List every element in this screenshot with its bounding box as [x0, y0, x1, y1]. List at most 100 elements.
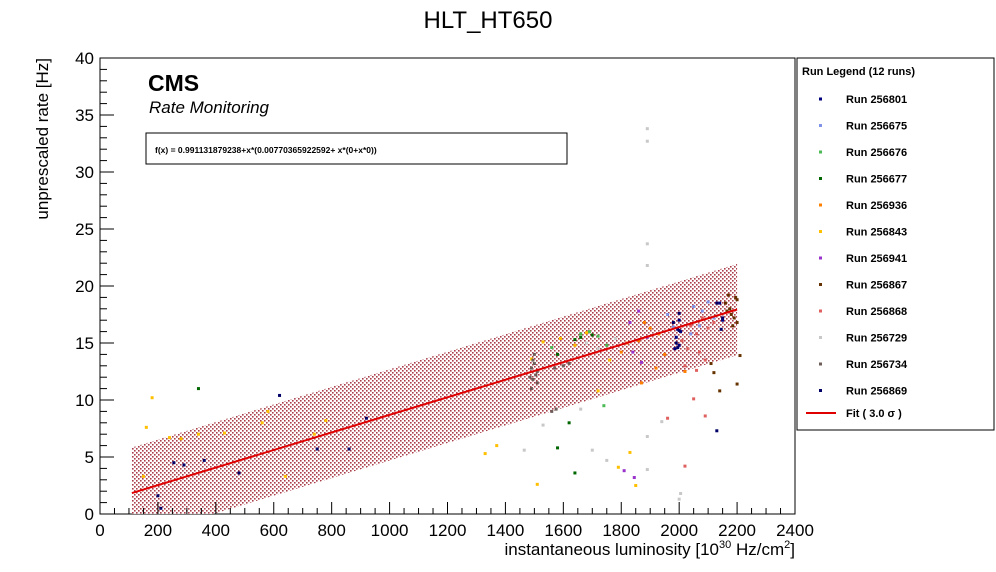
data-point: [735, 382, 739, 386]
data-point: [531, 358, 535, 362]
cms-label: CMS: [148, 70, 199, 96]
data-point: [706, 300, 710, 304]
data-point: [683, 464, 687, 468]
data-point: [535, 482, 539, 486]
data-point: [278, 393, 282, 397]
data-point: [616, 465, 620, 469]
data-point: [579, 332, 583, 336]
data-point: [528, 375, 532, 379]
data-point: [541, 423, 545, 427]
legend-label: Run 256676: [846, 147, 907, 159]
x-tick-label: 400: [202, 521, 230, 540]
data-point: [223, 431, 227, 435]
data-point: [150, 396, 154, 400]
data-point: [266, 409, 270, 413]
data-point: [144, 425, 148, 429]
data-point: [677, 311, 681, 315]
data-point: [640, 360, 644, 364]
data-point: [590, 448, 594, 452]
data-point: [573, 343, 577, 347]
data-point: [541, 340, 545, 344]
data-point: [532, 352, 536, 356]
data-point: [529, 366, 533, 370]
data-point: [634, 484, 638, 487]
x-tick-label: 0: [95, 521, 104, 540]
data-point: [645, 434, 649, 438]
data-point: [706, 326, 710, 330]
x-tick-label: 2000: [660, 521, 698, 540]
data-point: [587, 330, 591, 334]
data-point: [579, 407, 583, 411]
data-point: [677, 343, 681, 347]
data-point: [602, 404, 606, 408]
data-point: [596, 389, 600, 393]
data-point: [628, 450, 632, 454]
data-point: [522, 448, 526, 452]
data-point: [692, 305, 696, 309]
data-point: [703, 414, 707, 418]
y-tick-label: 25: [75, 220, 94, 239]
legend-label: Run 256843: [846, 227, 907, 239]
data-point: [680, 339, 684, 343]
data-point: [724, 301, 727, 305]
data-point: [619, 350, 623, 354]
y-tick-label: 10: [75, 391, 94, 410]
data-point: [608, 358, 612, 362]
data-point: [324, 419, 328, 423]
data-point: [703, 358, 707, 362]
data-point: [532, 362, 536, 366]
data-point: [689, 324, 693, 328]
data-point: [677, 318, 681, 322]
legend-title: Run Legend (12 runs): [802, 66, 915, 78]
legend-label: Run 256677: [846, 174, 907, 186]
data-point: [671, 320, 675, 324]
data-point: [712, 371, 716, 375]
data-point: [179, 437, 183, 441]
legend-marker: [819, 97, 822, 101]
data-point: [628, 320, 632, 324]
data-point: [553, 366, 557, 370]
data-point: [683, 370, 687, 373]
data-point: [585, 341, 588, 345]
fit-line: [131, 308, 738, 494]
legend-label: Run 256801: [846, 94, 907, 106]
data-point: [632, 476, 636, 480]
x-tick-label: 1800: [602, 521, 640, 540]
data-point: [700, 309, 704, 313]
data-point: [573, 471, 577, 475]
legend-marker: [819, 389, 822, 392]
data-point: [718, 389, 722, 393]
data-point: [561, 364, 565, 368]
data-point: [728, 307, 732, 311]
data-point: [677, 497, 681, 501]
data-point: [573, 338, 577, 342]
data-point: [550, 409, 554, 413]
x-tick-label: 1200: [429, 521, 467, 540]
data-point: [654, 366, 658, 370]
data-point: [364, 416, 368, 420]
data-point: [735, 298, 739, 302]
legend-box: [796, 57, 995, 431]
data-point: [695, 332, 699, 336]
data-point: [663, 352, 667, 356]
data-point: [535, 381, 539, 385]
x-axis: 0 200 400 600 800 1000 1200 1400 1600 1800 2000 220…: [95, 502, 814, 540]
y-axis: 0 5 10 15 20 25 30 35 40: [75, 49, 114, 524]
legend-label: Run 256941: [846, 253, 907, 265]
x-tick-label: 200: [144, 521, 172, 540]
data-point: [637, 309, 641, 313]
data-point: [202, 458, 206, 462]
data-point: [172, 461, 176, 465]
data-point: [729, 313, 733, 316]
legend-label: Run 256868: [846, 306, 907, 318]
data-point: [347, 447, 351, 451]
data-point: [726, 293, 730, 297]
data-point: [642, 320, 646, 324]
y-tick-label: 5: [85, 448, 94, 467]
data-point: [673, 347, 677, 351]
data-point: [645, 468, 649, 472]
data-point: [260, 421, 264, 425]
data-point: [579, 335, 583, 339]
legend-marker: [819, 150, 822, 154]
